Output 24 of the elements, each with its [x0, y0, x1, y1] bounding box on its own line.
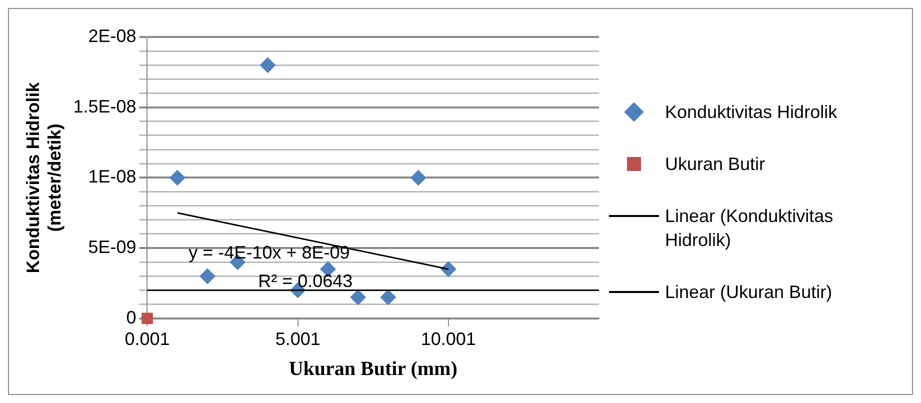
annotation: R² = 0.0643 — [258, 270, 353, 291]
point — [380, 289, 396, 306]
point — [440, 261, 456, 278]
legend-label: Linear (Konduktivitas Hidrolik) — [665, 204, 834, 252]
legend-label: Ukuran Butir — [665, 152, 766, 176]
point — [199, 268, 216, 284]
point — [410, 170, 426, 186]
x-tick-label: 0.001 — [124, 329, 170, 350]
y-tick-label: 0 — [126, 307, 136, 328]
point — [350, 289, 366, 306]
x-tick-label: 5.001 — [275, 329, 320, 350]
y-tick-label: 5E-09 — [88, 237, 136, 258]
legend-label: Linear (Ukuran Butir) — [665, 280, 832, 304]
y-tick-label: 1E-08 — [88, 166, 136, 187]
y-axis-title: Konduktivitas Hidrolik (meter/detik) — [22, 81, 64, 274]
point — [142, 312, 153, 324]
x-tick-label: 10.001 — [420, 329, 476, 350]
point — [260, 57, 276, 74]
point — [169, 170, 186, 186]
legend-label: Konduktivitas Hidrolik — [665, 100, 838, 124]
y-tick-label: 2E-08 — [88, 26, 136, 46]
annotation: y = -4E-10x + 8E-09 — [188, 242, 350, 263]
y-tick-label: 1.5E-08 — [73, 96, 136, 116]
x-axis-title: Ukuran Butir (mm) — [288, 358, 458, 380]
